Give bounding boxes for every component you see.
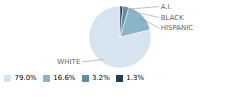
svg-text:WHITE: WHITE [57,58,80,66]
html-text:79.0%: 79.0% [14,74,37,82]
svg-text:BLACK: BLACK [161,14,184,22]
html-text:16.6%: 16.6% [53,74,76,82]
html-text:1.3%: 1.3% [126,74,145,82]
html-text:3.2%: 3.2% [92,74,110,82]
svg-text:HISPANIC: HISPANIC [161,24,194,32]
svg-text:A.I.: A.I. [161,3,172,11]
